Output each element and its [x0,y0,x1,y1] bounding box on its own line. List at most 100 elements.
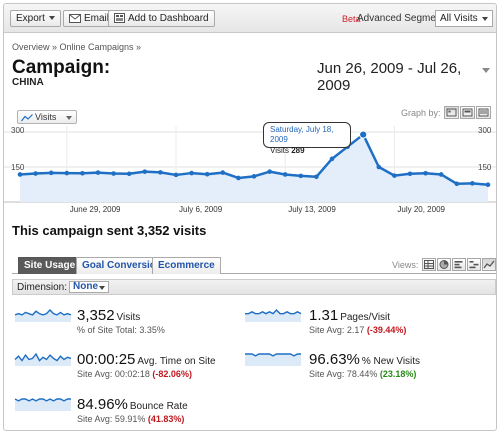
data-point [95,170,101,175]
visits-chart[interactable]: June 29, 2009 July 6, 2009 July 13, 2009 Ju… [4,120,496,218]
metric-name: Bounce Rate [129,401,188,412]
metric-pages-per-visit[interactable]: 1.31 Pages/Visit [309,307,390,324]
breadcrumb[interactable]: Overview » Online Campaigns » [12,42,142,52]
tab-ecommerce[interactable]: Ecommerce [152,257,221,274]
table-icon [424,260,434,269]
visits-sparkline[interactable] [14,307,72,323]
metric-value: 00:00:25 [77,351,136,368]
sparkline-line [245,353,301,357]
metric-subtext: Site Avg: 59.91% (41.83%) [77,414,184,424]
y-tick-label: 150 [11,163,25,172]
dimension-label: Dimension: [17,282,68,293]
metric-bounce-rate[interactable]: 84.96% Bounce Rate [77,396,188,413]
metric-sub: Site Avg: 00:02:18 [77,369,150,379]
view-trend-button[interactable] [482,258,496,271]
y-tick-label: 300 [11,126,25,135]
data-point [314,174,319,180]
advanced-segments-label: Advanced Segments: [357,13,453,24]
chevron-down-icon [48,16,55,21]
analytics-report: Export Email Add to Dashboard Beta Advan… [3,3,497,431]
data-point [236,175,241,181]
data-point [189,170,194,176]
line-chart-icon [21,113,33,121]
tooltip-value: Visits 289 [270,145,344,156]
month-icon [478,108,489,117]
data-point [438,172,444,177]
chevron-down-icon[interactable] [482,68,490,73]
bounce-rate-sparkline[interactable] [14,396,72,412]
metric-change: (-82.06%) [152,369,192,379]
bar-icon [454,261,463,269]
segments-value: All Visits [440,13,478,24]
metric-name: % New Visits [361,356,421,367]
dimension-select[interactable]: None [69,281,109,293]
trend-icon [483,260,495,269]
visits-area [20,134,488,202]
graph-by-day-button[interactable] [444,106,459,119]
metric-subtext: % of Site Total: 3.35% [77,325,165,335]
metric-sub: Site Avg: 78.44% [309,369,378,379]
pie-icon [439,260,449,269]
graph-by-week-button[interactable] [460,106,475,119]
x-tick-label: July 13, 2009 [288,205,336,214]
metric-change: (23.18%) [379,369,417,379]
metric-change: (41.83%) [147,414,185,424]
data-point [173,172,179,178]
sparkline-area [245,310,301,322]
add-to-dashboard-button[interactable]: Add to Dashboard [108,10,215,27]
dimension-value: None [73,281,98,292]
metric-name: Pages/Visit [340,312,391,323]
metric-new-visits[interactable]: 96.63%% New Visits [309,351,420,368]
dimension-bar: Dimension: None [12,279,496,295]
metric-subtext: Site Avg: 00:02:18 (-82.06%) [77,369,192,379]
data-point [142,169,148,174]
metric-avg-time-on-site[interactable]: 00:00:25 Avg. Time on Site [77,351,216,368]
metric-value: 1.31 [309,307,339,324]
sparkline-area [15,354,71,366]
sparkline-area [245,354,301,366]
tab-site-usage[interactable]: Site Usage [18,257,82,274]
graph-by-month-button[interactable] [476,106,491,119]
sparkline-line [14,352,72,362]
data-point [485,182,491,188]
tooltip-date: Saturday, July 18, 2009 [270,125,334,144]
data-point [111,171,116,176]
data-point [407,171,413,177]
avg-time-sparkline[interactable] [14,351,72,367]
metric-sub: Site Avg: 59.91% [77,414,146,424]
campaign-name: CHINA [12,77,44,88]
email-label: Email [84,13,110,24]
graph-by-label: Graph by: [401,108,441,118]
metric-subtext: Site Avg: 2.17 (-39.44%) [309,325,406,335]
metric-name: Visits [116,312,141,323]
dashboard-icon [114,13,125,24]
metric-sub: Site Avg: 2.17 [309,325,365,335]
export-button[interactable]: Export [10,10,61,27]
data-point [17,172,23,177]
data-point [267,169,272,174]
day-icon [446,108,457,117]
data-point [48,170,54,176]
metric-visits[interactable]: 3,352 Visits [77,307,140,324]
date-range-selector[interactable]: Jun 26, 2009 - Jul 26, 2009 [317,60,462,94]
page-title: Campaign: [12,57,111,78]
chart-metric-select[interactable]: Visits [17,110,77,124]
new-visits-sparkline[interactable] [244,351,302,367]
chart-tooltip: Saturday, July 18, 2009 Visits 289 [263,122,351,155]
view-compare-button[interactable] [467,258,481,271]
advanced-segments-select[interactable]: All Visits [435,10,493,27]
x-tick-label: June 29, 2009 [70,205,121,214]
x-tick-label: July 20, 2009 [397,205,445,214]
data-point [392,173,397,178]
pages-per-visit-sparkline[interactable] [244,307,302,323]
data-point [329,156,335,162]
metric-value: 96.63% [309,351,360,368]
data-point [298,173,304,179]
data-point [470,181,475,186]
view-bar-button[interactable] [452,258,466,271]
sparkline-area [15,399,71,411]
view-pie-button[interactable] [437,258,451,271]
week-icon [462,108,473,117]
envelope-icon [69,13,81,23]
view-table-button[interactable] [422,258,436,271]
